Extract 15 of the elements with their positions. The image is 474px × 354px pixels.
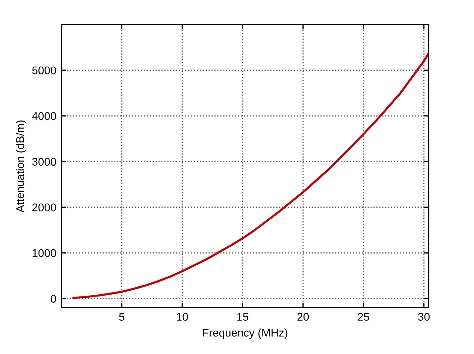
y-tick-label: 1000 xyxy=(32,249,56,258)
y-tick-label: 3000 xyxy=(32,158,56,166)
x-tick-label: 15 xyxy=(238,313,249,322)
x-tick-label: 10 xyxy=(177,313,188,322)
y-tick-label: 5000 xyxy=(32,66,56,75)
x-tick-label: 5 xyxy=(119,313,125,322)
x-tick-label: 25 xyxy=(358,313,370,322)
x-axis-title: Frequency (MHz) xyxy=(203,328,288,340)
y-axis-title: Attenuation (dB/m) xyxy=(16,120,26,213)
y-tick-label: 2000 xyxy=(32,204,56,212)
x-tick-label: 30 xyxy=(418,313,430,322)
x-tick-label: 20 xyxy=(298,313,310,322)
line-series xyxy=(72,52,429,300)
y-tick-label: 4000 xyxy=(32,112,56,120)
y-tick-label: 0 xyxy=(51,295,56,303)
